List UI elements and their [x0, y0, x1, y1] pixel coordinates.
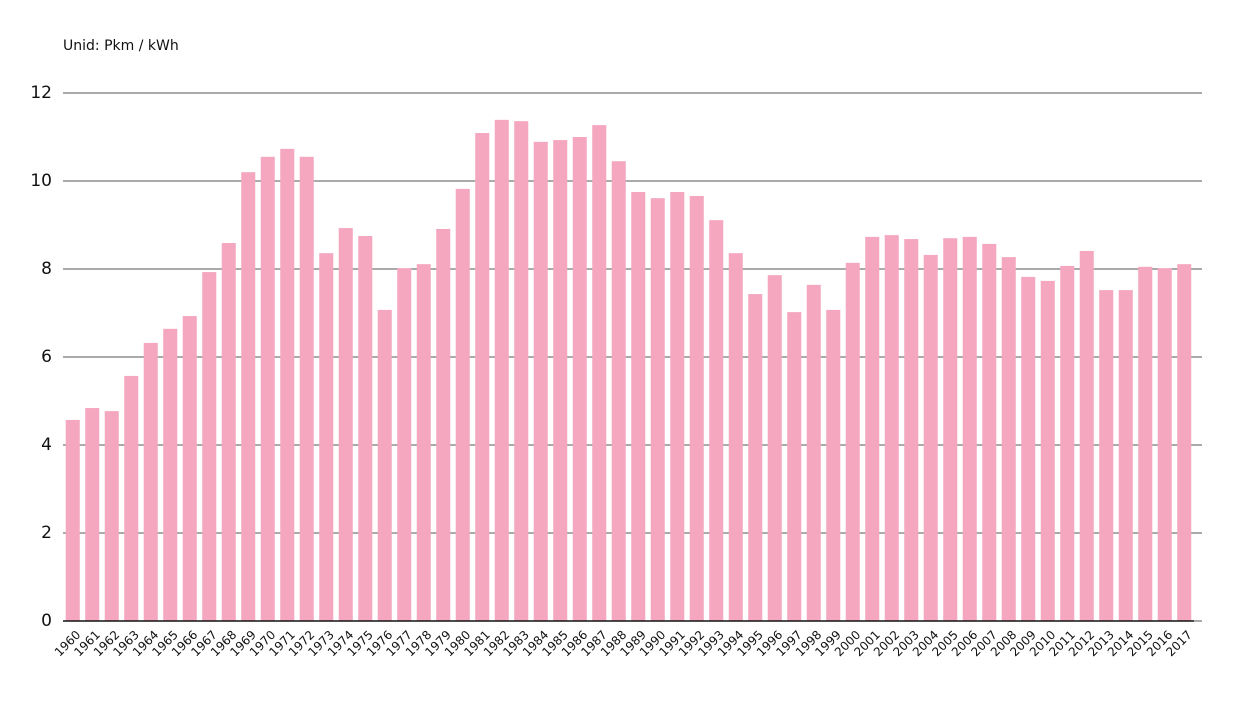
bar [884, 235, 899, 621]
bar [826, 309, 841, 621]
bar [962, 236, 977, 621]
bar [689, 195, 704, 621]
y-tick-label: 8 [41, 259, 52, 279]
bar [1001, 257, 1016, 621]
bar [319, 253, 334, 621]
bar [650, 198, 665, 621]
bar [124, 375, 139, 621]
bar [592, 125, 607, 622]
bar [865, 236, 880, 621]
bar [280, 148, 295, 621]
bar [475, 133, 490, 622]
bar [104, 411, 119, 621]
bar [455, 188, 470, 622]
y-tick-label: 6 [41, 347, 52, 367]
bar [163, 328, 178, 621]
chart-subtitle: Unid: Pkm / kWh [63, 38, 179, 54]
bar [631, 192, 646, 621]
bar [65, 419, 80, 621]
bar [670, 192, 685, 621]
bar [338, 228, 353, 621]
bar [611, 161, 626, 621]
bar [494, 119, 509, 621]
bar [1157, 268, 1172, 621]
bar [1099, 290, 1114, 621]
bar [533, 141, 548, 621]
bar [709, 220, 724, 621]
bar [143, 342, 158, 621]
bar [416, 264, 431, 621]
y-tick-label: 0 [41, 611, 52, 631]
bar [514, 121, 529, 621]
bar [1079, 250, 1094, 621]
y-tick-label: 10 [30, 171, 52, 191]
bar [904, 239, 919, 621]
bar [1177, 264, 1192, 621]
bar [943, 238, 958, 621]
bar [202, 272, 217, 621]
bar [377, 309, 392, 621]
bar [806, 284, 821, 621]
bar [728, 253, 743, 621]
bar [787, 312, 802, 621]
y-tick-label: 2 [41, 523, 52, 543]
bar [241, 172, 256, 621]
bar [1040, 280, 1055, 621]
bar [182, 316, 197, 621]
bar [299, 156, 314, 622]
bar [358, 236, 373, 621]
bar [260, 156, 275, 622]
bar [1060, 265, 1075, 621]
bar [1138, 266, 1153, 621]
bar [85, 408, 100, 621]
bar [845, 262, 860, 621]
bar [1118, 290, 1133, 621]
bar [572, 137, 587, 621]
bar [1021, 276, 1036, 621]
bar [982, 243, 997, 622]
bar [923, 254, 938, 622]
bar [553, 140, 568, 621]
bar [748, 294, 763, 621]
bar [221, 243, 236, 622]
y-tick-label: 12 [30, 83, 52, 103]
bar [397, 268, 412, 621]
bar [767, 275, 782, 621]
bar [436, 228, 451, 621]
y-tick-label: 4 [41, 435, 52, 455]
